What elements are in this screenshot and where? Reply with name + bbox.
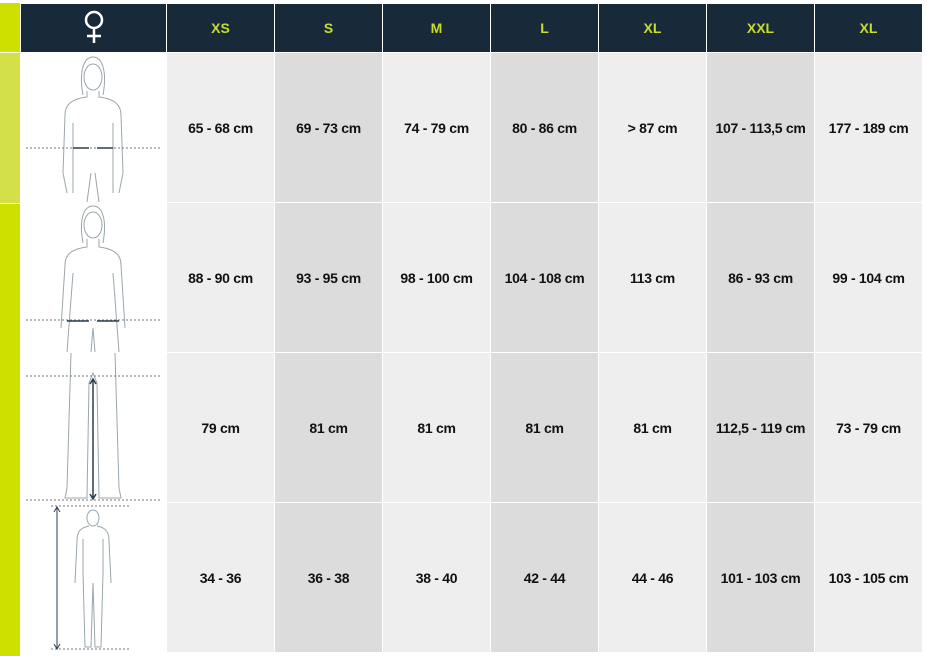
size-value-cell: 69 - 73 cm xyxy=(274,52,383,203)
height-measurement-figure-icon xyxy=(20,502,167,653)
accent-bar xyxy=(0,3,20,52)
accent-bar xyxy=(0,53,20,203)
size-value-cell: 79 cm xyxy=(166,352,275,503)
size-header-s: S xyxy=(274,3,383,53)
size-header-xl-2: XL xyxy=(814,3,923,53)
size-value-cell: 98 - 100 cm xyxy=(382,202,491,353)
size-value-cell: 88 - 90 cm xyxy=(166,202,275,353)
size-value-cell: 107 - 113,5 cm xyxy=(706,52,815,203)
size-value-cell: > 87 cm xyxy=(598,52,707,203)
size-value-cell: 81 cm xyxy=(274,352,383,503)
table-row-height: 34 - 36 36 - 38 38 - 40 42 - 44 44 - 46 101 -… xyxy=(20,502,923,653)
size-value-cell: 81 cm xyxy=(490,352,599,503)
hip-measurement-figure-icon xyxy=(20,202,167,353)
size-value-cell: 93 - 95 cm xyxy=(274,202,383,353)
size-header-l: L xyxy=(490,3,599,53)
accent-bar xyxy=(0,204,20,656)
size-value-cell: 81 cm xyxy=(382,352,491,503)
size-value-cell: 34 - 36 xyxy=(166,502,275,653)
size-value-cell: 74 - 79 cm xyxy=(382,52,491,203)
size-value-cell: 38 - 40 xyxy=(382,502,491,653)
size-header-xs: XS xyxy=(166,3,275,53)
waist-measurement-figure-icon xyxy=(20,52,167,203)
table-row-inseam: 79 cm 81 cm 81 cm 81 cm 81 cm 112,5 - 119 cm 7… xyxy=(20,352,923,503)
size-value-cell: 65 - 68 cm xyxy=(166,52,275,203)
size-header-m: M xyxy=(382,3,491,53)
table-row-waist: 65 - 68 cm 69 - 73 cm 74 - 79 cm 80 - 86 cm… xyxy=(20,52,923,203)
size-table: XS S M L XL XXL XL 65 - 68 cm 69 - 73 cm 7… xyxy=(20,3,923,653)
size-value-cell: 177 - 189 cm xyxy=(814,52,923,203)
size-value-cell: 86 - 93 cm xyxy=(706,202,815,353)
inseam-measurement-figure-icon xyxy=(20,352,167,503)
header-row: XS S M L XL XXL XL xyxy=(20,3,923,53)
size-value-cell: 81 cm xyxy=(598,352,707,503)
size-header-xl: XL xyxy=(598,3,707,53)
size-value-cell: 42 - 44 xyxy=(490,502,599,653)
size-value-cell: 101 - 103 cm xyxy=(706,502,815,653)
size-value-cell: 104 - 108 cm xyxy=(490,202,599,353)
female-symbol-icon xyxy=(20,3,167,53)
size-value-cell: 112,5 - 119 cm xyxy=(706,352,815,503)
size-value-cell: 44 - 46 xyxy=(598,502,707,653)
size-value-cell: 113 cm xyxy=(598,202,707,353)
size-value-cell: 99 - 104 cm xyxy=(814,202,923,353)
size-value-cell: 73 - 79 cm xyxy=(814,352,923,503)
size-header-xxl: XXL xyxy=(706,3,815,53)
size-value-cell: 103 - 105 cm xyxy=(814,502,923,653)
size-value-cell: 80 - 86 cm xyxy=(490,52,599,203)
size-value-cell: 36 - 38 xyxy=(274,502,383,653)
table-row-hip: 88 - 90 cm 93 - 95 cm 98 - 100 cm 104 - 108… xyxy=(20,202,923,353)
